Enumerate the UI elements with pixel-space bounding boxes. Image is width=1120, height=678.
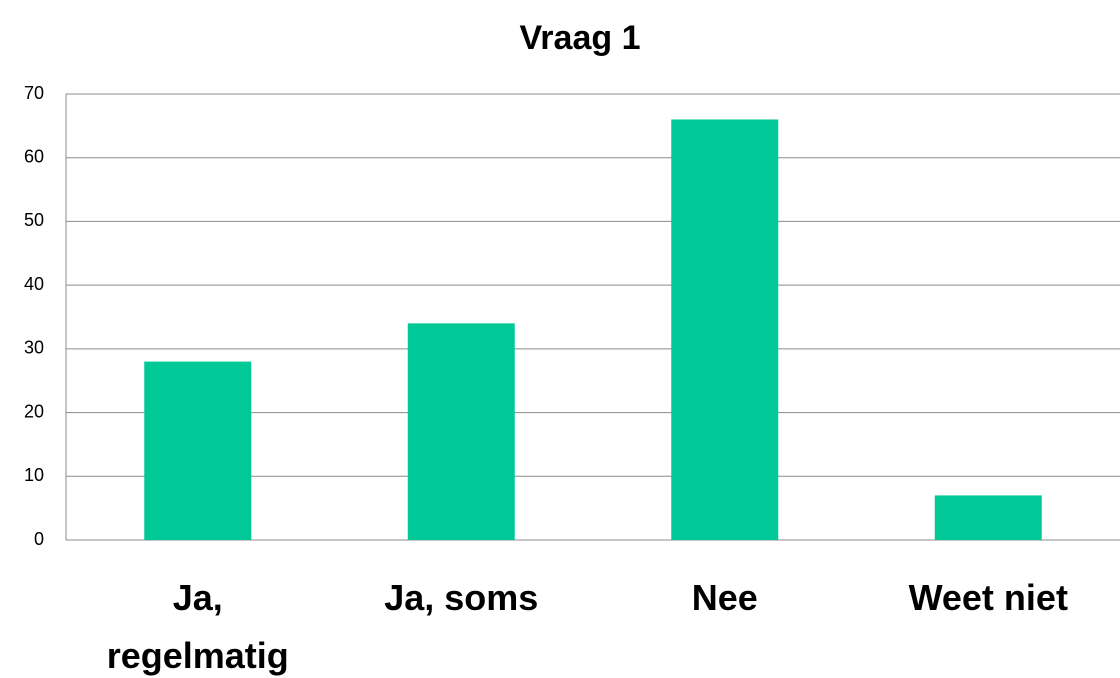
y-tick-label: 10 (24, 465, 44, 485)
x-tick-label: Ja, soms (384, 577, 539, 618)
x-tick-label: Ja, regelmatig (106, 577, 289, 676)
y-tick-label: 0 (34, 529, 44, 549)
y-tick-label: 60 (24, 146, 44, 166)
bar (144, 361, 252, 540)
y-tick-label: 70 (24, 83, 44, 103)
x-tick-label: Weet niet (908, 577, 1068, 618)
bar (671, 119, 779, 540)
y-tick-label: 40 (24, 274, 44, 294)
y-tick-label: 50 (24, 210, 44, 230)
x-tick-label: Nee (691, 577, 758, 618)
bar (934, 495, 1042, 540)
y-tick-label: 20 (24, 401, 44, 421)
bar (407, 323, 515, 540)
y-tick-label: 30 (24, 338, 44, 358)
chart-title: Vraag 1 (520, 19, 641, 57)
